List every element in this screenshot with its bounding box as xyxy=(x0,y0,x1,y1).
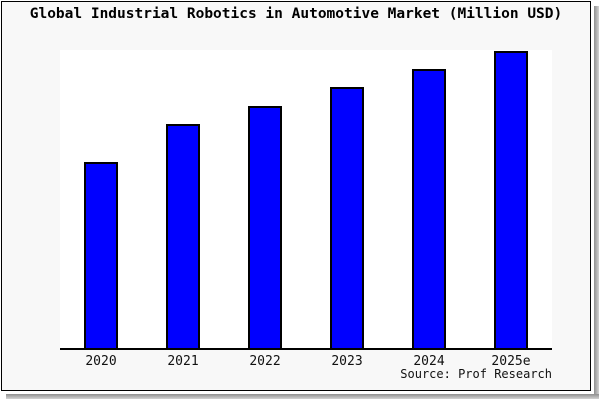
bar-2025e xyxy=(494,51,528,348)
chart-title: Global Industrial Robotics in Automotive… xyxy=(29,6,563,22)
x-tick-2023: 2023 xyxy=(331,354,363,369)
x-tick-2025e: 2025e xyxy=(491,354,531,369)
drop-shadow-bottom xyxy=(6,394,599,399)
bar-2023 xyxy=(330,87,364,348)
source-credit: Source: Prof Research xyxy=(400,367,552,381)
plot-area xyxy=(60,50,552,350)
x-axis-labels: 2020 2021 2022 2023 2024 2025e xyxy=(60,354,552,370)
drop-shadow-right xyxy=(594,6,599,399)
x-tick-2022: 2022 xyxy=(249,354,281,369)
bar-2020 xyxy=(84,162,118,348)
x-tick-2020: 2020 xyxy=(85,354,117,369)
bar-2021 xyxy=(166,124,200,348)
bar-2024 xyxy=(412,69,446,348)
x-tick-2024: 2024 xyxy=(413,354,445,369)
x-tick-2021: 2021 xyxy=(167,354,199,369)
bar-2022 xyxy=(248,106,282,348)
